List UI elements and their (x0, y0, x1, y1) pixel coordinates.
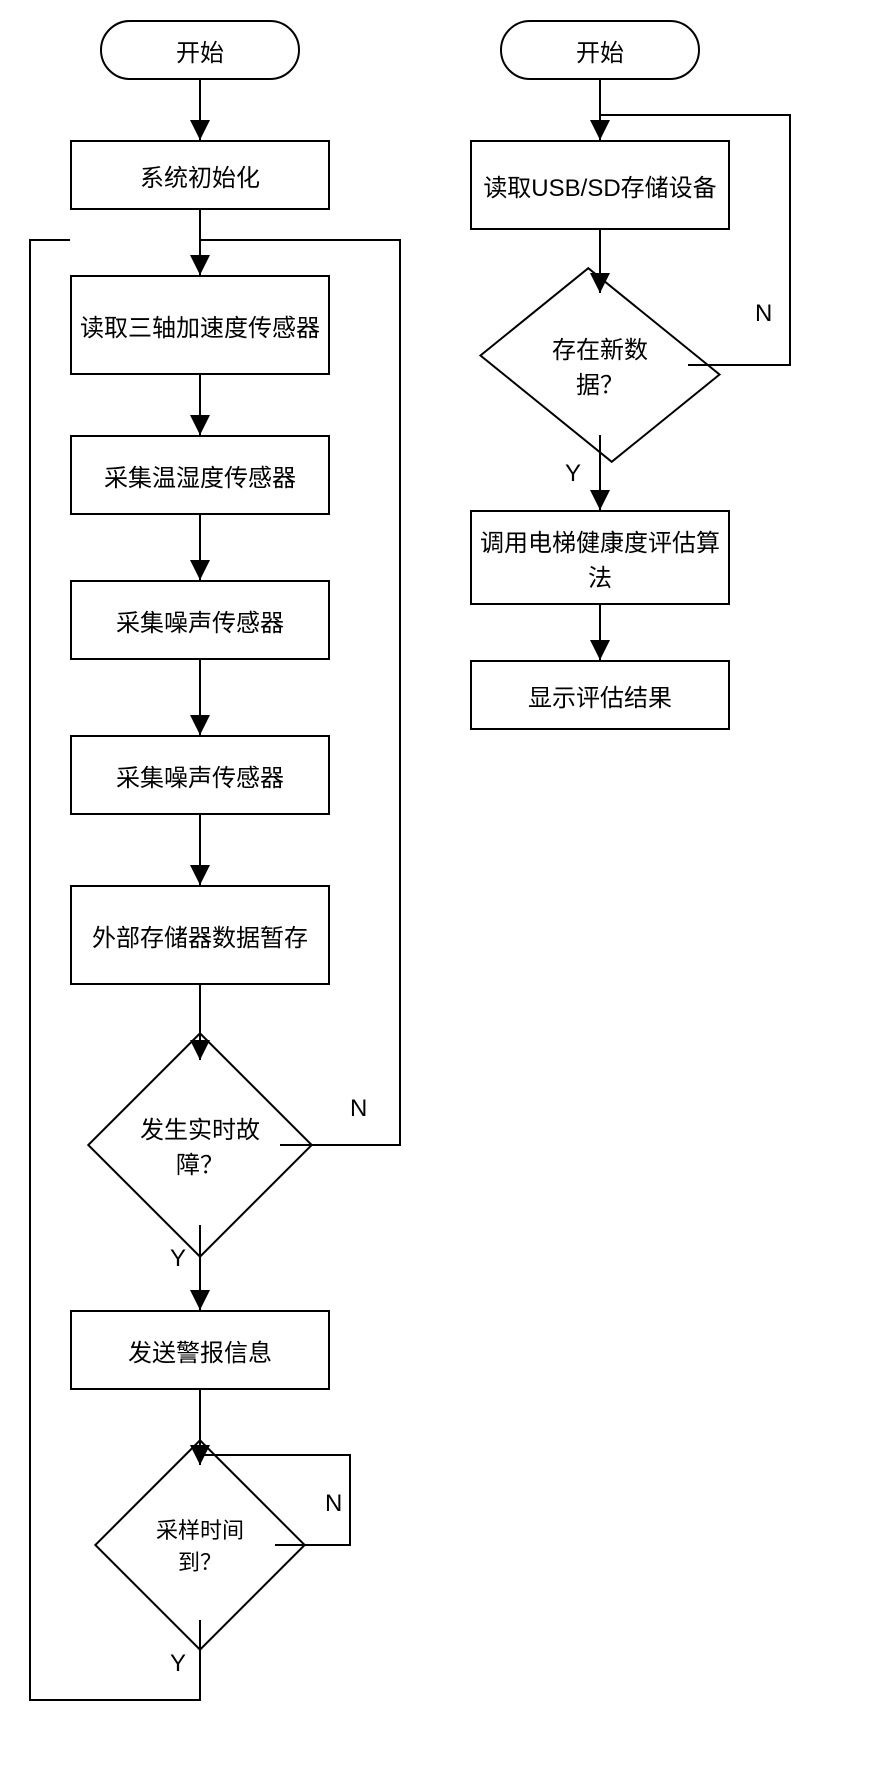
left-fault-decision: 发生实时故障？ (120, 1065, 280, 1225)
left-fault-label: 发生实时故障？ (140, 1110, 260, 1180)
left-start-terminator: 开始 (100, 20, 300, 80)
left-start-label: 开始 (176, 33, 224, 68)
right-start-terminator: 开始 (500, 20, 700, 80)
left-noise2-label: 采集噪声传感器 (116, 758, 284, 793)
left-init-process: 系统初始化 (70, 140, 330, 210)
right-algo-process: 调用电梯健康度评估算法 (470, 510, 730, 605)
left-alarm-process: 发送警报信息 (70, 1310, 330, 1390)
right-usbsd-label: 读取USB/SD存储设备 (483, 168, 716, 203)
right-result-process: 显示评估结果 (470, 660, 730, 730)
left-sample-label: 采样时间到？ (145, 1513, 255, 1577)
left-noise1-label: 采集噪声传感器 (116, 603, 284, 638)
right-newdata-decision: 存在新数据？ (515, 295, 685, 435)
left-alarm-label: 发送警报信息 (128, 1333, 272, 1368)
right-newdata-label: 存在新数据？ (535, 330, 665, 400)
left-extstorage-label: 外部存储器数据暂存 (92, 918, 308, 953)
left-fault-yes-label: Y (170, 1245, 186, 1273)
left-temphum-process: 采集温湿度传感器 (70, 435, 330, 515)
right-newdata-no-label: N (755, 300, 772, 328)
left-sample-no-label: N (325, 1490, 342, 1518)
left-temphum-label: 采集温湿度传感器 (104, 458, 296, 493)
left-init-label: 系统初始化 (140, 158, 260, 193)
left-noise2-process: 采集噪声传感器 (70, 735, 330, 815)
right-newdata-yes-label: Y (565, 460, 581, 488)
left-sample-yes-label: Y (170, 1650, 186, 1678)
right-start-label: 开始 (576, 33, 624, 68)
left-noise1-process: 采集噪声传感器 (70, 580, 330, 660)
left-accel-process: 读取三轴加速度传感器 (70, 275, 330, 375)
left-fault-no-label: N (350, 1095, 367, 1123)
left-accel-label: 读取三轴加速度传感器 (80, 308, 320, 343)
right-usbsd-process: 读取USB/SD存储设备 (470, 140, 730, 230)
right-algo-label: 调用电梯健康度评估算法 (476, 523, 724, 593)
right-result-label: 显示评估结果 (528, 678, 672, 713)
left-extstorage-process: 外部存储器数据暂存 (70, 885, 330, 985)
left-sample-decision: 采样时间到？ (125, 1470, 275, 1620)
